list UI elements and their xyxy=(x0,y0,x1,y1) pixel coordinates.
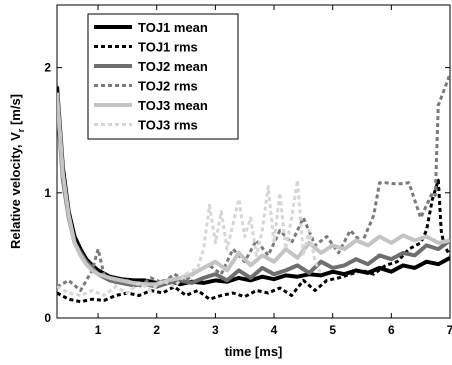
x-tick-label: 1 xyxy=(95,323,102,337)
x-tick-label: 3 xyxy=(212,323,219,337)
plot-area-frame xyxy=(56,4,451,319)
legend-box xyxy=(87,13,239,140)
y-axis-ticks: 0 1 2 xyxy=(44,61,450,325)
x-tick-label: 6 xyxy=(388,323,395,337)
x-axis-ticks: 1 2 3 4 5 6 7 xyxy=(95,5,452,337)
legend-items: TOJ1 mean TOJ1 rms TOJ2 mean TOJ2 rms TOJ3 m… xyxy=(94,20,208,133)
y-tick-label: 0 xyxy=(44,311,51,325)
y-axis-label: Relative velocity, Vr [m/s] xyxy=(8,94,26,249)
x-tick-label: 4 xyxy=(271,323,278,337)
legend-label: TOJ3 mean xyxy=(138,98,208,113)
legend-label: TOJ2 mean xyxy=(138,59,208,74)
x-tick-label: 7 xyxy=(447,323,452,337)
legend-label: TOJ1 rms xyxy=(138,40,198,55)
legend: TOJ1 mean TOJ1 rms TOJ2 mean TOJ2 rms TOJ3 m… xyxy=(87,13,239,140)
legend-label: TOJ1 mean xyxy=(138,20,208,35)
y-axis-label-main: Relative velocity, V xyxy=(8,132,23,249)
y-axis-label-subscript: r xyxy=(16,128,26,132)
x-tick-label: 2 xyxy=(153,323,160,337)
y-tick-label: 2 xyxy=(44,61,51,75)
series-line-toj3-mean xyxy=(57,92,450,287)
y-tick-label: 1 xyxy=(44,186,51,200)
y-axis-label-unit: [m/s] xyxy=(8,94,23,129)
series-line-toj1-rms xyxy=(57,178,450,304)
series-layer xyxy=(57,73,450,304)
x-tick-label: 5 xyxy=(329,323,336,337)
series-line-toj3-rms xyxy=(57,178,323,297)
x-axis-label: time [ms] xyxy=(225,344,283,359)
legend-label: TOJ2 rms xyxy=(138,79,198,94)
legend-label: TOJ3 rms xyxy=(138,118,198,133)
